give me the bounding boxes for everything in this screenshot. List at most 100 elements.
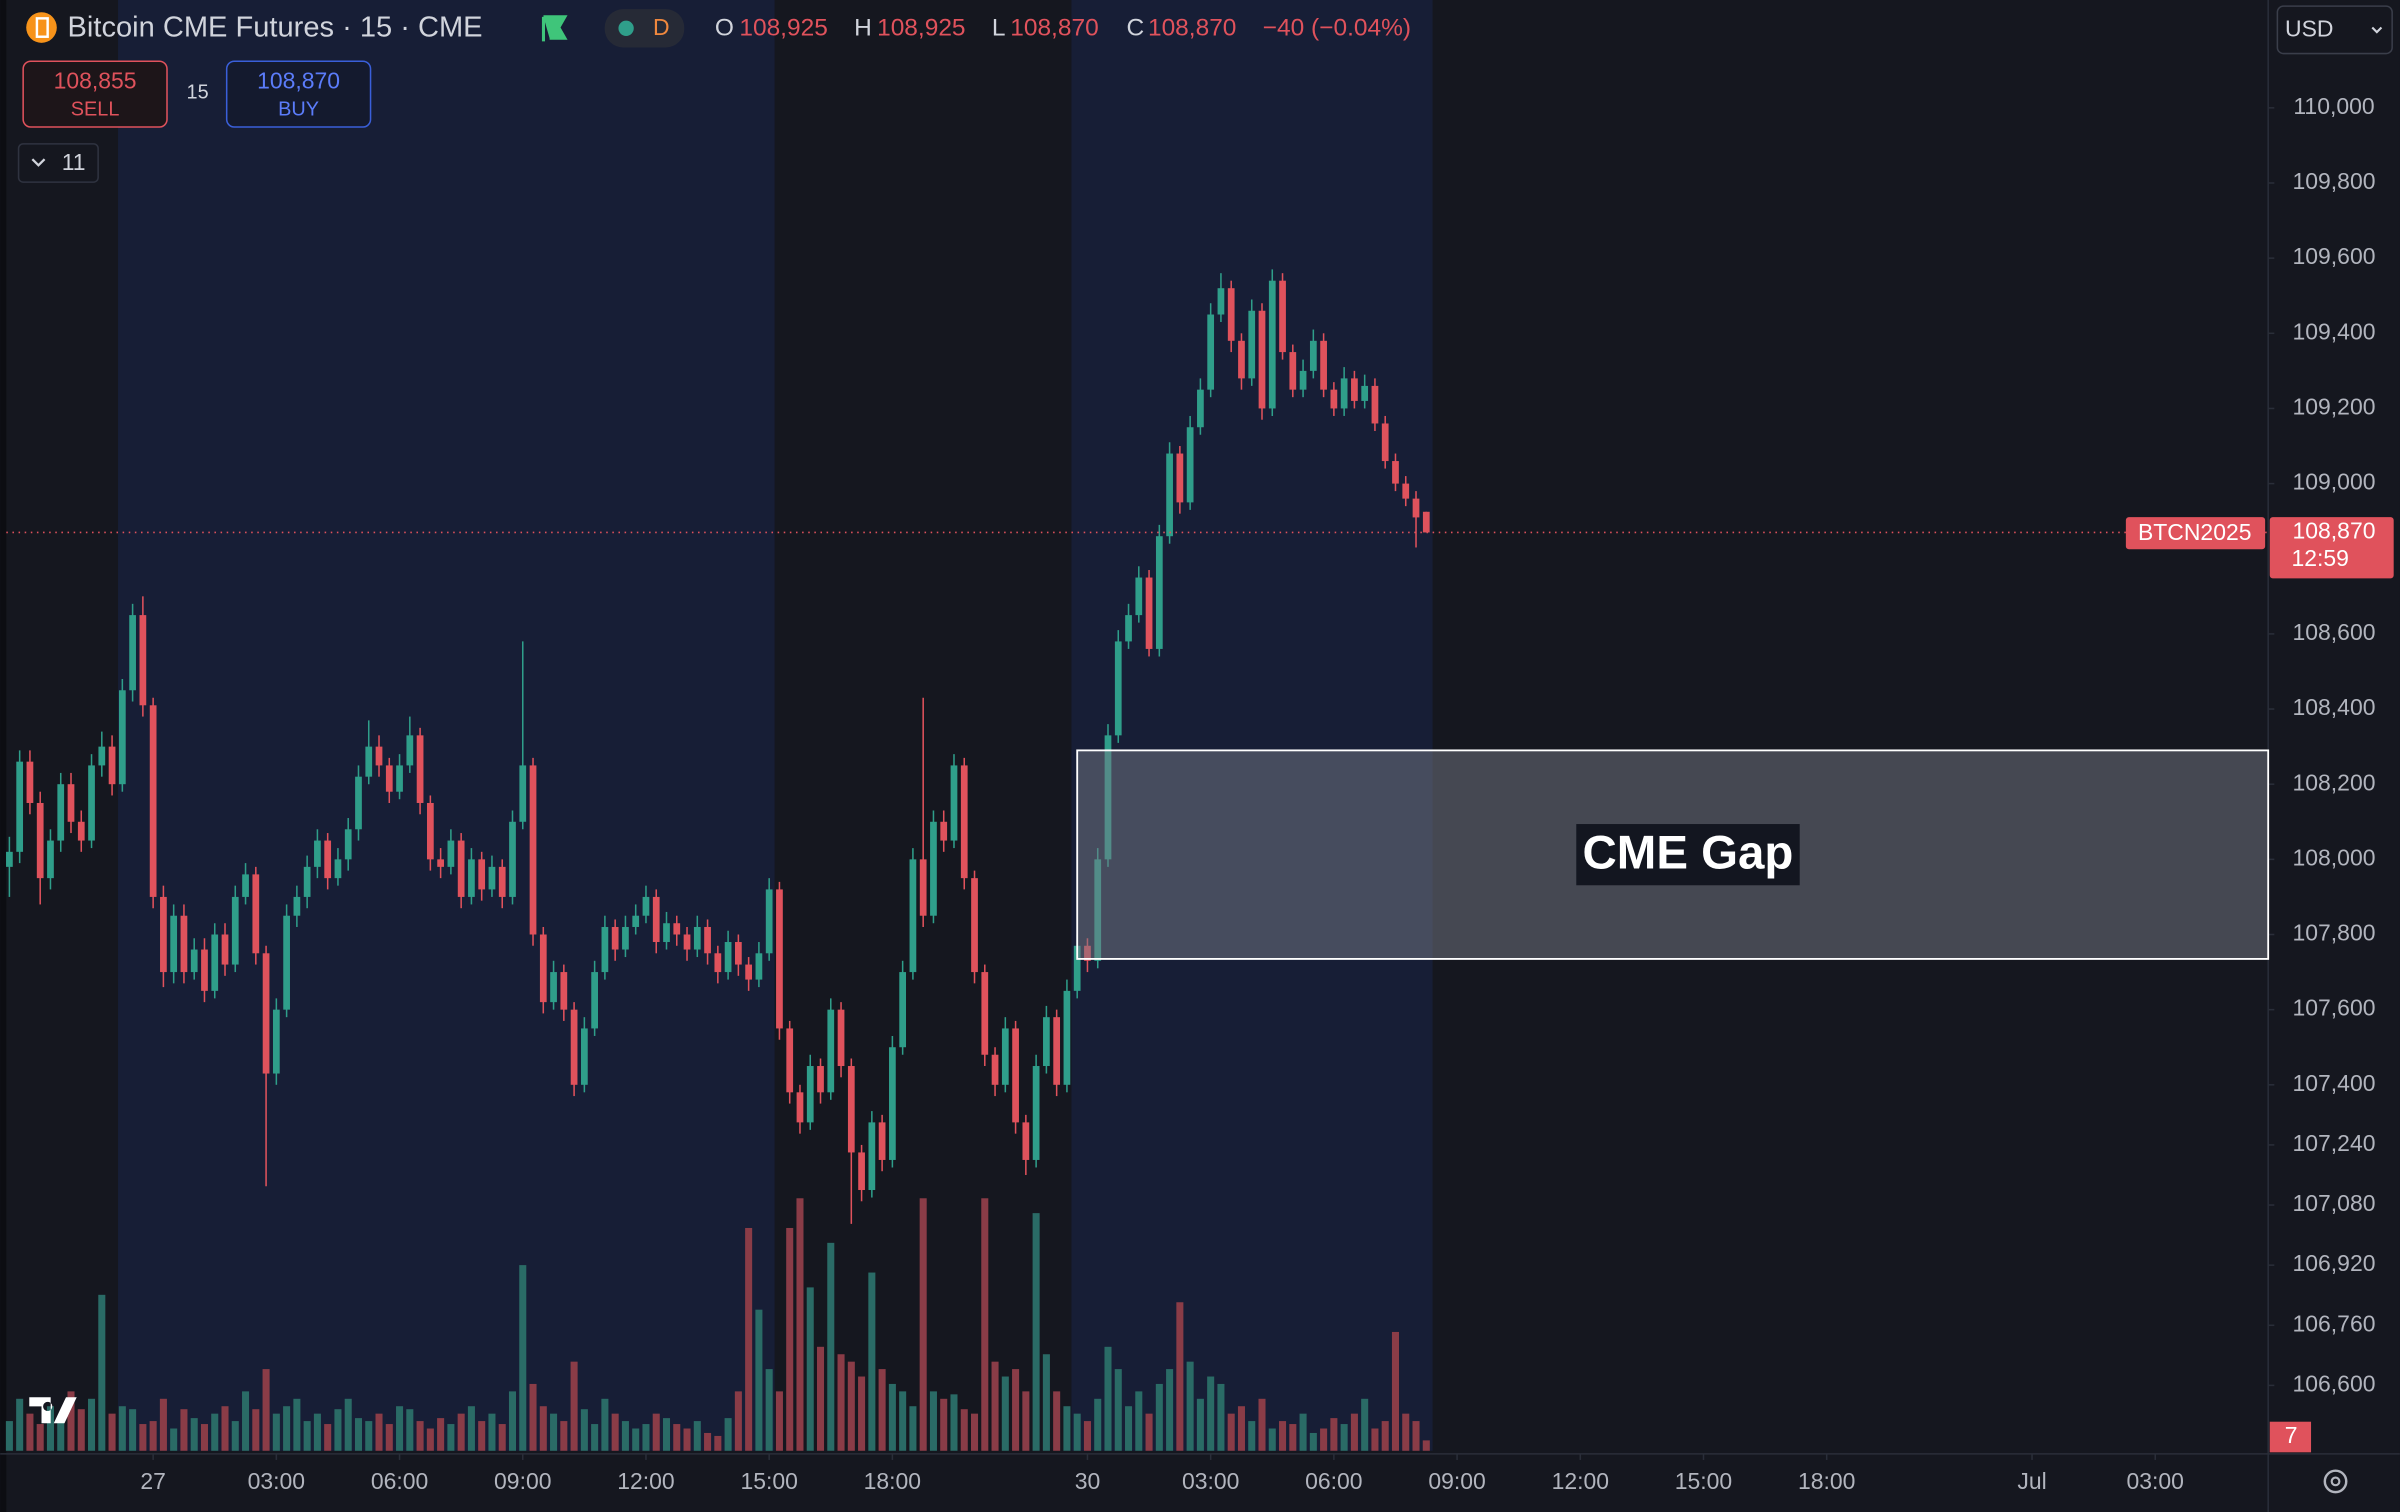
- volume-bar: [262, 1369, 270, 1451]
- candle-body: [129, 615, 136, 691]
- legend-value: 108,925: [739, 15, 827, 42]
- candle-body: [6, 851, 13, 867]
- legend-key: L: [992, 15, 1006, 42]
- volume-bar: [1145, 1413, 1153, 1451]
- x-tick-label: 03:00: [2127, 1468, 2184, 1494]
- volume-bar: [981, 1198, 989, 1451]
- volume-bar: [129, 1409, 137, 1451]
- candle-body: [170, 915, 178, 973]
- indicators-toggle[interactable]: [17, 143, 99, 183]
- candle-body: [1361, 385, 1369, 401]
- candle-body: [498, 866, 506, 897]
- candle-body: [426, 802, 434, 860]
- plot-area: [5, 269, 1430, 1451]
- candle-body: [1340, 378, 1348, 409]
- candle-body: [1186, 427, 1194, 503]
- buy-button[interactable]: [225, 60, 372, 128]
- volume-bar: [313, 1413, 321, 1451]
- settings-icon-center: [2330, 1476, 2341, 1487]
- candle-body: [1299, 370, 1307, 390]
- volume-bar: [601, 1398, 609, 1451]
- volume-bar: [467, 1406, 475, 1451]
- volume-bar: [1412, 1421, 1420, 1451]
- gap-label: CME Gap: [1583, 827, 1794, 880]
- y-tick-label: 110,000: [2293, 93, 2374, 119]
- volume-bar: [991, 1361, 999, 1451]
- legend-key: H: [854, 15, 872, 42]
- candle-body: [242, 874, 249, 897]
- volume-bar: [734, 1391, 742, 1451]
- legend-value: 108,870: [1010, 15, 1098, 42]
- y-tick-label: 109,400: [2293, 318, 2376, 344]
- candle-body: [868, 1122, 876, 1191]
- candle-body: [509, 821, 516, 897]
- ohlc-legend: O 108,925 H 108,925 L 108,870 C 108,870: [715, 15, 1237, 42]
- volume-bar: [1186, 1361, 1194, 1451]
- volume-bar: [1073, 1413, 1081, 1451]
- y-tick-label: 109,000: [2293, 469, 2376, 495]
- candle-body: [827, 1009, 835, 1093]
- volume-bar: [1330, 1418, 1338, 1451]
- volume-bar: [272, 1413, 280, 1451]
- candle-body: [960, 765, 968, 879]
- volume-bar: [1320, 1428, 1328, 1451]
- chevron: [31, 158, 46, 167]
- candle-body: [580, 1028, 588, 1085]
- volume-bar: [714, 1435, 722, 1451]
- x-tick-label: 03:00: [1182, 1468, 1239, 1494]
- candle-body: [971, 878, 978, 973]
- volume-bar: [1166, 1369, 1174, 1451]
- y-tick-label: 106,760: [2293, 1310, 2376, 1336]
- volume-bar: [796, 1198, 804, 1451]
- candle-body: [858, 1152, 865, 1191]
- candle-body: [16, 761, 24, 852]
- volume-bar: [16, 1398, 24, 1451]
- volume-bar: [1268, 1428, 1276, 1451]
- candle-body: [1176, 453, 1184, 503]
- candle-body: [149, 705, 157, 897]
- candle-body: [1125, 615, 1132, 642]
- volume-bar: [221, 1406, 229, 1451]
- candle-body: [529, 765, 537, 935]
- volume-bar: [375, 1413, 383, 1451]
- volume-bar: [1309, 1432, 1317, 1451]
- volume-bar: [1422, 1440, 1430, 1451]
- buy-label: BUY: [278, 98, 319, 120]
- candle-body: [755, 953, 763, 980]
- candle-body: [468, 859, 475, 897]
- volume-bar: [396, 1406, 404, 1451]
- sell-button[interactable]: [22, 60, 168, 128]
- symbol-icon-glyph: [35, 17, 49, 38]
- candle-body: [385, 765, 393, 792]
- candle-body: [108, 746, 116, 785]
- currency-select[interactable]: [2276, 5, 2393, 55]
- volume-bar: [550, 1413, 558, 1451]
- legend-key: O: [715, 15, 734, 42]
- volume-bar: [1012, 1369, 1020, 1451]
- x-tick-label: 12:00: [1552, 1468, 1609, 1494]
- volume-bar: [211, 1413, 219, 1451]
- candle-body: [1258, 310, 1266, 409]
- session-shade: [1071, 0, 1433, 1451]
- candle-body: [1053, 1017, 1061, 1085]
- y-tick-label: 108,400: [2293, 694, 2376, 720]
- volume-bar: [1053, 1391, 1061, 1451]
- market-status-dot: [618, 20, 634, 36]
- symbol-title[interactable]: Bitcoin CME Futures · 15 · CME: [68, 12, 483, 44]
- volume-bar: [519, 1265, 527, 1451]
- quantity[interactable]: 15: [187, 82, 209, 104]
- volume-bar: [765, 1369, 773, 1451]
- volume-bar: [1135, 1391, 1143, 1451]
- legend-value: 108,870: [1148, 15, 1236, 42]
- settings-icon[interactable]: [2323, 1469, 2348, 1494]
- volume-bar: [478, 1421, 486, 1451]
- session-pill[interactable]: [604, 9, 685, 48]
- volume-bar: [1063, 1406, 1071, 1451]
- volume-bar: [1155, 1383, 1163, 1451]
- candle-body: [991, 1054, 999, 1085]
- logo[interactable]: [29, 1397, 77, 1424]
- volume-bar: [858, 1376, 866, 1451]
- flag-icon[interactable]: [541, 15, 568, 42]
- volume-bar: [1258, 1398, 1266, 1451]
- y-tick-label: 107,800: [2293, 920, 2376, 946]
